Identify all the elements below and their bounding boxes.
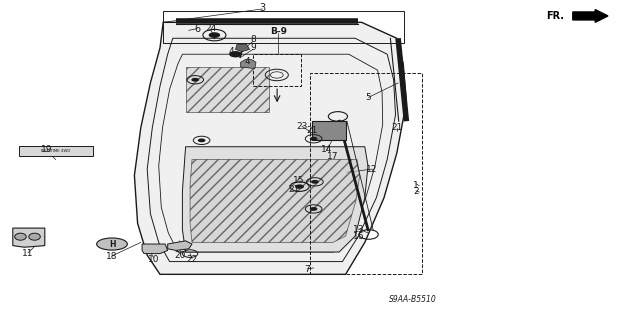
Text: 21: 21 (289, 185, 300, 194)
Polygon shape (168, 241, 192, 250)
Polygon shape (190, 160, 360, 242)
Text: 18: 18 (106, 252, 118, 261)
Text: 20: 20 (175, 251, 186, 260)
Text: 23: 23 (296, 122, 308, 130)
Text: S9AA-B5510: S9AA-B5510 (389, 295, 436, 304)
Polygon shape (182, 147, 368, 252)
Polygon shape (134, 22, 406, 274)
Text: 24: 24 (205, 24, 217, 33)
Bar (310, 73, 422, 274)
Polygon shape (241, 60, 256, 69)
Text: 22: 22 (186, 255, 198, 263)
Text: FR.: FR. (547, 11, 564, 21)
Text: 19: 19 (41, 145, 52, 154)
Text: 2: 2 (413, 187, 419, 196)
Circle shape (191, 78, 199, 82)
Text: 12: 12 (365, 165, 377, 174)
Text: 9: 9 (250, 43, 255, 52)
Bar (19, 146, 93, 156)
Text: 4: 4 (245, 57, 250, 66)
Circle shape (310, 137, 317, 141)
Text: 14: 14 (321, 145, 332, 154)
Text: 11: 11 (22, 249, 34, 258)
Text: REALTIME 4WD: REALTIME 4WD (42, 149, 70, 153)
Ellipse shape (15, 233, 26, 240)
Text: 8: 8 (250, 35, 255, 44)
Text: 6: 6 (194, 24, 200, 34)
Circle shape (310, 207, 317, 211)
Text: B-9: B-9 (270, 27, 287, 36)
Circle shape (229, 51, 242, 57)
Text: 21: 21 (307, 126, 318, 135)
Text: 7: 7 (305, 265, 310, 274)
Text: 3: 3 (259, 3, 266, 13)
Circle shape (311, 180, 319, 184)
Bar (163, 11, 404, 43)
Text: 17: 17 (327, 152, 339, 161)
Bar (253, 54, 301, 86)
Circle shape (209, 32, 220, 38)
FancyArrow shape (573, 10, 608, 22)
Text: H: H (109, 240, 115, 249)
Circle shape (198, 138, 205, 142)
Text: 5: 5 (365, 93, 371, 102)
Text: 1: 1 (413, 181, 419, 189)
Text: 13: 13 (353, 225, 364, 234)
Polygon shape (142, 244, 168, 254)
Text: 15: 15 (293, 176, 305, 185)
Polygon shape (13, 228, 45, 247)
Text: 10: 10 (148, 255, 159, 263)
Text: 21: 21 (391, 123, 403, 132)
Polygon shape (236, 44, 250, 52)
Polygon shape (312, 121, 346, 140)
Polygon shape (186, 67, 269, 112)
Text: 4: 4 (229, 47, 234, 56)
Text: 16: 16 (353, 232, 364, 241)
Circle shape (295, 184, 304, 189)
Ellipse shape (29, 233, 40, 240)
Ellipse shape (97, 238, 127, 250)
